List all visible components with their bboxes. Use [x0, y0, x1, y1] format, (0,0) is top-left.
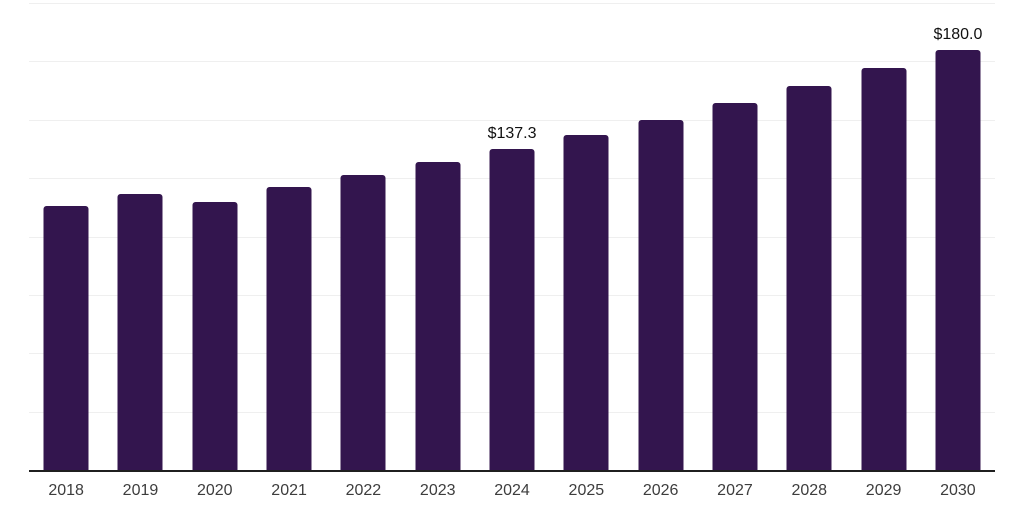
data-label-2030: $180.0: [933, 25, 983, 43]
bar-slot-2030: $180.0: [921, 3, 995, 470]
gridline-150: [29, 119, 995, 121]
bar-2020: [192, 202, 238, 470]
bar-2030: [935, 49, 981, 470]
x-tick-label-2020: 2020: [196, 482, 233, 499]
bar-slot-2026: [624, 3, 698, 470]
x-tick-label-2029: 2029: [865, 482, 902, 499]
data-label-2024: $137.3: [487, 125, 537, 143]
bars-container: $137.3 $180.0: [29, 3, 995, 470]
x-axis-labels: 2018 2019 2020 2021 2022 2023 2024 2025 2026 2027…: [29, 481, 995, 500]
bar-slot-2029: [846, 3, 920, 470]
x-tick-label-2026: 2026: [642, 482, 679, 499]
bar-2029: [861, 68, 907, 470]
x-tick-label-2027: 2027: [717, 482, 753, 499]
x-tick-label-2021: 2021: [271, 482, 307, 499]
bar-slot-2024: $137.3: [475, 3, 549, 470]
bar-2023: [415, 162, 461, 470]
x-tick-label-2028: 2028: [791, 482, 828, 499]
bar-2022: [340, 175, 386, 470]
bar-slot-2022: [326, 3, 400, 470]
x-tick-label-2024: 2024: [494, 482, 530, 499]
bar-2024: [489, 149, 535, 470]
x-tick-label-2018: 2018: [48, 482, 84, 499]
bar-2019: [117, 193, 163, 470]
bar-slot-2025: [549, 3, 623, 470]
gridline-200: [29, 3, 995, 4]
bar-2021: [266, 187, 312, 470]
gridline-175: [29, 61, 995, 63]
plot-area: $137.3 $180.0: [29, 3, 995, 472]
x-tick-label-2022: 2022: [345, 482, 382, 499]
bar-2028: [786, 85, 832, 470]
bar-slot-2018: [29, 3, 103, 470]
bar-slot-2028: [772, 3, 846, 470]
bar-2027: [712, 102, 758, 470]
bar-2018: [43, 206, 89, 470]
bar-slot-2021: [252, 3, 326, 470]
bar-slot-2027: [698, 3, 772, 470]
bar-slot-2019: [103, 3, 177, 470]
bar-2026: [638, 119, 684, 470]
x-tick-label-2019: 2019: [122, 482, 159, 499]
x-axis-line: [29, 470, 995, 472]
x-tick-label-2030: 2030: [940, 482, 976, 499]
bar-slot-2020: [178, 3, 252, 470]
x-tick-label-2025: 2025: [568, 482, 605, 499]
bar-slot-2023: [401, 3, 475, 470]
x-tick-label-2023: 2023: [419, 482, 456, 499]
bar-2025: [563, 135, 609, 470]
